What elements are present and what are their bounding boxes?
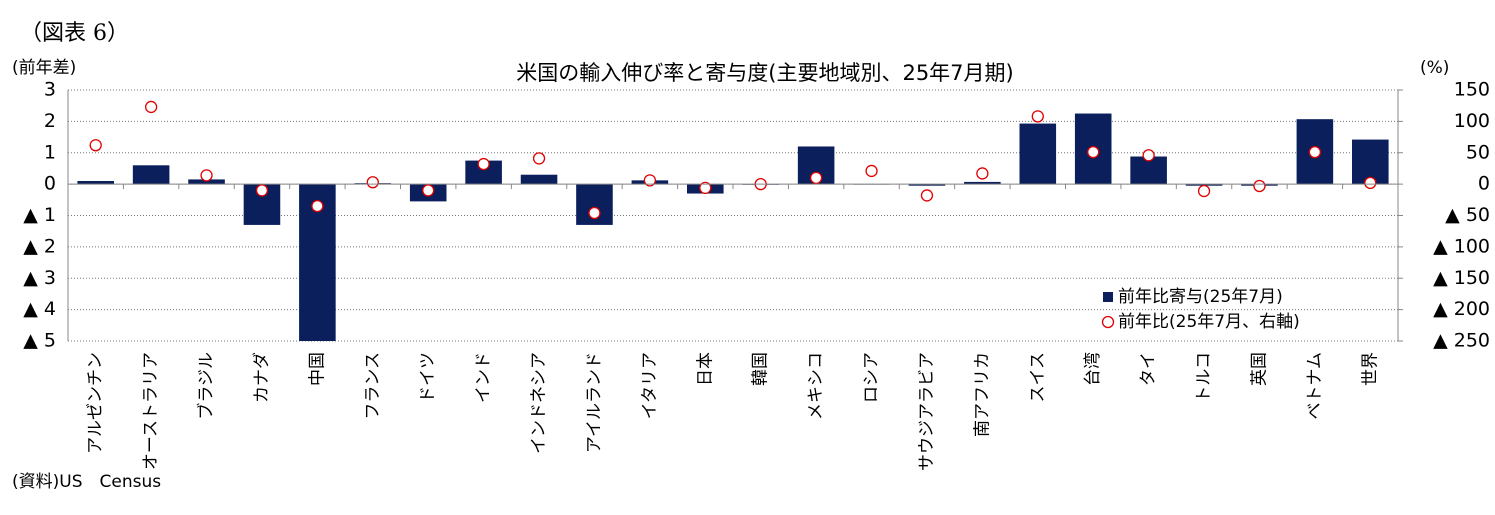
y-tick-label: ▲ 3 (23, 267, 56, 289)
y-tick-label: ▲ 4 (23, 298, 56, 320)
x-tick-label: オーストラリア (141, 352, 161, 470)
x-tick-label: 台湾 (1083, 352, 1103, 386)
y2-tick-label: ▲ 100 (1433, 235, 1490, 257)
point (477, 157, 490, 171)
bar (520, 174, 558, 185)
x-tick-label: 英国 (1249, 352, 1269, 386)
x-tick-label: ブラジル (196, 352, 217, 420)
x-tick-label: メキシコ (806, 352, 826, 420)
bar (77, 180, 114, 185)
y2-tick-label: 50 (1466, 141, 1490, 163)
point (1197, 184, 1211, 198)
x-tick-label: ドイツ (418, 352, 438, 403)
y2-tick-label: ▲ 150 (1433, 267, 1490, 289)
y2-tick-label: 150 (1454, 79, 1490, 101)
point (366, 176, 379, 189)
y-tick-label: 2 (44, 110, 56, 132)
x-tick-label: フランス (363, 352, 383, 420)
y-tick-label: ▲ 5 (23, 330, 56, 352)
point (809, 171, 823, 185)
bar (964, 181, 1001, 185)
point (699, 181, 712, 195)
x-tick-label: タイ (1139, 352, 1159, 386)
point (1142, 149, 1155, 162)
legend-label: 前年比(25年7月、右軸) (1118, 312, 1300, 332)
x-tick-label: 南アフリカ (972, 352, 992, 437)
point (865, 164, 878, 178)
y2-tick-label: ▲ 50 (1445, 204, 1490, 226)
chart-title: 米国の輸入伸び率と寄与度(主要地域別、25年7月期) (516, 61, 1013, 85)
y-tick-label: 1 (44, 141, 56, 163)
x-tick-label: イタリア (640, 352, 660, 419)
point (1308, 145, 1322, 159)
point (311, 199, 324, 213)
bar (465, 160, 502, 185)
point (255, 184, 269, 197)
y2-tick-label: ▲ 250 (1433, 330, 1490, 352)
x-tick-label: 日本 (695, 352, 715, 386)
figure-label: （図表 6） (20, 21, 129, 46)
x-tick-label: インド (474, 352, 494, 403)
bar (132, 165, 170, 185)
bar (908, 184, 946, 186)
point (1087, 145, 1100, 159)
y-tick-label: 3 (44, 79, 56, 101)
point (643, 174, 657, 187)
x-tick-label: 中国 (307, 352, 327, 386)
point (1253, 179, 1266, 193)
point (976, 167, 989, 180)
x-tick-label: インドネシア (529, 352, 549, 454)
point (1364, 176, 1377, 190)
legend-label: 前年比寄与(25年7月) (1118, 287, 1283, 307)
x-tick-label: ロシア (862, 352, 882, 403)
point (144, 100, 158, 114)
legend-marker (1101, 315, 1115, 329)
point (200, 169, 213, 182)
point (920, 189, 934, 202)
y2-tick-label: 100 (1454, 110, 1490, 132)
bar (1352, 139, 1389, 185)
point (422, 184, 435, 197)
y-axis-label: (前年差) (12, 58, 76, 78)
y-tick-label: ▲ 2 (23, 235, 56, 257)
y-tick-label: ▲ 1 (23, 204, 56, 226)
x-tick-label: サウジアラビア (917, 352, 937, 471)
y-tick-label: 0 (44, 173, 56, 195)
x-tick-label: アルゼンチン (86, 352, 106, 454)
x-tick-label: 韓国 (751, 352, 771, 386)
point (1031, 110, 1044, 123)
x-tick-label: トルコ (1194, 352, 1214, 403)
x-tick-label: アイルランド (584, 352, 604, 453)
x-tick-label: ベトナム (1305, 352, 1325, 420)
point (532, 152, 546, 165)
x-tick-label: カナダ (252, 352, 272, 403)
y2-tick-label: 0 (1478, 173, 1490, 195)
y2-tick-label: ▲ 200 (1433, 298, 1490, 320)
bar (188, 179, 225, 185)
point (89, 139, 102, 152)
y2-axis-label: (%) (1420, 58, 1449, 78)
bar (1019, 123, 1057, 185)
point (588, 206, 601, 220)
x-tick-label: 世界 (1360, 352, 1380, 386)
source: (資料)US Census (12, 472, 161, 492)
x-tick-label: スイス (1028, 352, 1048, 403)
legend-marker (1103, 292, 1113, 302)
